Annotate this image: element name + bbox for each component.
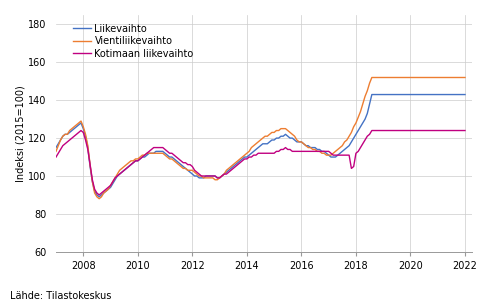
Vientiliikevaihto	[117, 168, 123, 172]
Kotimaan liikevaihto	[96, 193, 102, 197]
Kotimaan liikevaihto	[89, 178, 95, 181]
Liikevaihto	[53, 146, 59, 149]
Line: Vientiliikevaihto: Vientiliikevaihto	[56, 78, 465, 199]
Line: Liikevaihto: Liikevaihto	[56, 95, 465, 197]
Liikevaihto	[117, 172, 123, 176]
Vientiliikevaihto	[53, 150, 59, 153]
Vientiliikevaihto	[369, 76, 375, 79]
Liikevaihto	[396, 93, 402, 96]
Vientiliikevaihto	[251, 144, 257, 147]
Liikevaihto	[253, 148, 259, 151]
Vientiliikevaihto	[253, 142, 259, 146]
Kotimaan liikevaihto	[396, 129, 402, 132]
Kotimaan liikevaihto	[119, 170, 125, 174]
Vientiliikevaihto	[396, 76, 402, 79]
Legend: Liikevaihto, Vientiliikevaihto, Kotimaan liikevaihto: Liikevaihto, Vientiliikevaihto, Kotimaan…	[69, 20, 198, 63]
Kotimaan liikevaihto	[53, 155, 59, 159]
Kotimaan liikevaihto	[462, 129, 468, 132]
Liikevaihto	[462, 93, 468, 96]
Vientiliikevaihto	[96, 197, 102, 201]
Liikevaihto	[169, 155, 175, 159]
Kotimaan liikevaihto	[78, 129, 84, 132]
Vientiliikevaihto	[462, 76, 468, 79]
Liikevaihto	[87, 165, 93, 168]
Text: Lähde: Tilastokeskus: Lähde: Tilastokeskus	[10, 291, 111, 301]
Liikevaihto	[369, 93, 375, 96]
Liikevaihto	[251, 150, 257, 153]
Y-axis label: Indeksi (2015=100): Indeksi (2015=100)	[15, 85, 25, 182]
Kotimaan liikevaihto	[255, 151, 261, 155]
Vientiliikevaihto	[87, 163, 93, 166]
Liikevaihto	[96, 195, 102, 199]
Kotimaan liikevaihto	[171, 153, 177, 157]
Line: Kotimaan liikevaihto: Kotimaan liikevaihto	[56, 130, 465, 195]
Kotimaan liikevaihto	[253, 153, 259, 157]
Vientiliikevaihto	[169, 157, 175, 161]
